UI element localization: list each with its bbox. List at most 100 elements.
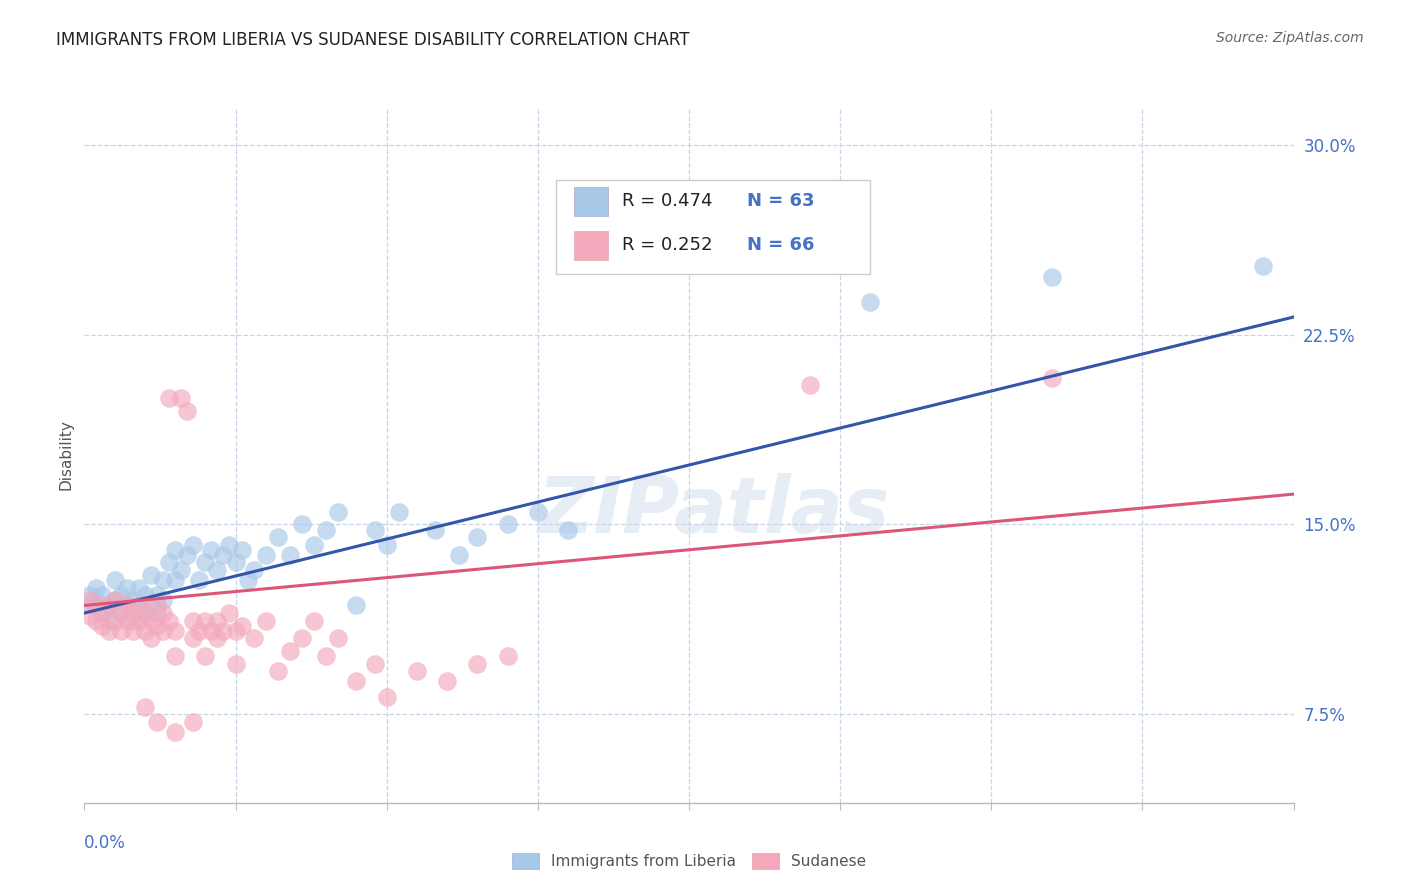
Point: [121, 606, 143, 620]
Point: [291, 632, 314, 646]
Point: [152, 624, 174, 638]
Point: [115, 599, 138, 613]
Bar: [574, 186, 607, 216]
Point: [134, 588, 156, 602]
Point: [375, 690, 398, 704]
Point: [165, 542, 187, 557]
Point: [146, 599, 169, 613]
Point: [86, 593, 108, 607]
Point: [188, 573, 211, 587]
Point: [328, 632, 350, 646]
Point: [496, 648, 519, 663]
Point: [496, 517, 519, 532]
Point: [165, 648, 187, 663]
Point: [207, 632, 229, 646]
Point: [97, 599, 120, 613]
Point: [218, 538, 240, 552]
Point: [388, 505, 411, 519]
Point: [134, 699, 156, 714]
Point: [406, 665, 429, 679]
Point: [152, 573, 174, 587]
Point: [146, 588, 169, 602]
Point: [139, 599, 162, 613]
Bar: [574, 231, 607, 260]
Point: [181, 714, 204, 729]
Point: [128, 614, 150, 628]
Text: 0.0%: 0.0%: [84, 834, 127, 852]
Point: [527, 505, 550, 519]
Point: [146, 606, 169, 620]
Point: [363, 657, 385, 671]
Point: [115, 614, 138, 628]
Point: [110, 606, 132, 620]
Point: [176, 403, 198, 417]
FancyBboxPatch shape: [555, 180, 870, 274]
Point: [859, 294, 882, 309]
Point: [267, 665, 290, 679]
Point: [212, 548, 235, 562]
Point: [436, 674, 458, 689]
Point: [170, 563, 193, 577]
Point: [181, 614, 204, 628]
Y-axis label: Disability: Disability: [58, 419, 73, 491]
Point: [121, 614, 143, 628]
Text: IMMIGRANTS FROM LIBERIA VS SUDANESE DISABILITY CORRELATION CHART: IMMIGRANTS FROM LIBERIA VS SUDANESE DISA…: [56, 31, 690, 49]
Point: [181, 538, 204, 552]
Point: [139, 632, 162, 646]
Point: [134, 606, 156, 620]
Point: [225, 624, 247, 638]
Point: [278, 644, 301, 658]
Point: [231, 542, 253, 557]
Point: [79, 588, 101, 602]
Point: [449, 548, 471, 562]
Point: [79, 593, 101, 607]
Point: [146, 618, 169, 632]
Point: [104, 573, 127, 587]
Text: N = 66: N = 66: [747, 236, 814, 254]
Point: [315, 648, 337, 663]
Point: [165, 725, 187, 739]
Point: [91, 618, 114, 632]
Point: [97, 624, 120, 638]
Point: [91, 588, 114, 602]
Point: [1253, 260, 1275, 274]
Text: Source: ZipAtlas.com: Source: ZipAtlas.com: [1216, 31, 1364, 45]
Text: R = 0.474: R = 0.474: [623, 192, 713, 211]
Point: [467, 530, 489, 544]
Point: [194, 614, 217, 628]
Point: [86, 599, 108, 613]
Text: N = 63: N = 63: [747, 192, 814, 211]
Point: [152, 606, 174, 620]
Point: [157, 614, 180, 628]
Point: [121, 593, 143, 607]
Point: [134, 624, 156, 638]
Point: [128, 599, 150, 613]
Point: [315, 523, 337, 537]
Point: [302, 614, 325, 628]
Point: [346, 674, 368, 689]
Point: [557, 523, 579, 537]
Point: [188, 624, 211, 638]
Point: [738, 214, 761, 228]
Point: [363, 523, 385, 537]
Point: [165, 573, 187, 587]
Point: [115, 599, 138, 613]
Point: [207, 563, 229, 577]
Point: [86, 581, 108, 595]
Point: [157, 556, 180, 570]
Point: [194, 556, 217, 570]
Point: [242, 563, 264, 577]
Point: [799, 378, 821, 392]
Point: [115, 581, 138, 595]
Point: [104, 593, 127, 607]
Point: [146, 714, 169, 729]
Point: [231, 618, 253, 632]
Point: [79, 599, 101, 613]
Point: [218, 606, 240, 620]
Point: [423, 523, 446, 537]
Point: [1040, 370, 1063, 384]
Point: [207, 614, 229, 628]
Point: [328, 505, 350, 519]
Point: [97, 614, 120, 628]
Point: [134, 606, 156, 620]
